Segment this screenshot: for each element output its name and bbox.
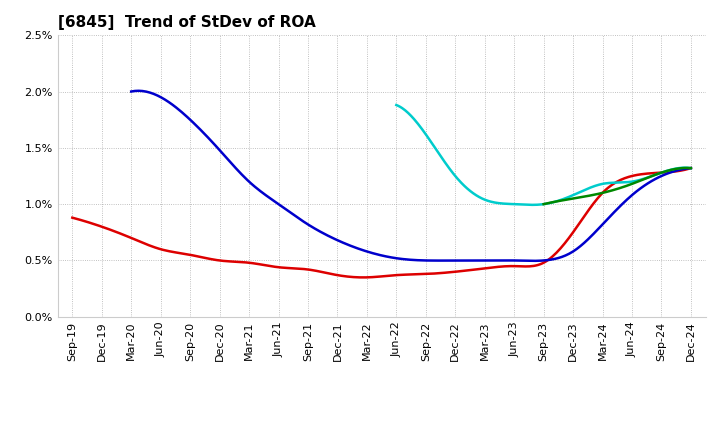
3 Years [687,165,696,171]
10 Years [539,202,548,207]
3 Years [68,215,76,220]
10 Years [626,182,635,187]
7 Years [393,103,402,108]
5 Years [528,258,536,264]
3 Years [631,172,639,178]
10 Years [682,165,690,171]
3 Years [436,271,445,276]
Line: 10 Years: 10 Years [544,168,691,204]
5 Years [460,258,469,263]
7 Years [660,169,669,174]
3 Years [360,275,369,280]
5 Years [462,258,471,263]
7 Years [573,191,582,196]
7 Years [392,103,400,108]
10 Years [540,202,549,207]
3 Years [70,216,78,221]
5 Years [603,217,611,223]
10 Years [672,166,681,171]
7 Years [687,165,696,171]
7 Years [642,176,650,181]
7 Years [568,193,577,198]
5 Years [129,88,138,94]
5 Years [638,184,647,190]
Text: [6845]  Trend of StDev of ROA: [6845] Trend of StDev of ROA [58,15,315,30]
5 Years [127,89,135,94]
10 Years [629,180,638,186]
Line: 3 Years: 3 Years [72,168,691,278]
7 Years [567,193,576,198]
3 Years [449,269,457,275]
10 Years [627,182,636,187]
5 Years [135,88,143,93]
3 Years [438,270,447,275]
10 Years [663,168,672,173]
10 Years [687,165,696,171]
3 Years [591,198,600,203]
7 Years [528,202,536,208]
Line: 7 Years: 7 Years [396,105,691,205]
Line: 5 Years: 5 Years [131,91,691,261]
5 Years [472,258,480,263]
5 Years [687,165,696,171]
